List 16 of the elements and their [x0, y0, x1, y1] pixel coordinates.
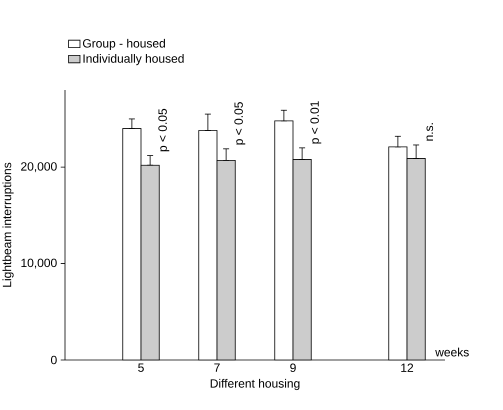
- x-tick-label: 12: [401, 364, 414, 372]
- y-tick-label: 20,000: [21, 162, 57, 172]
- x-axis-title: Different housing: [210, 378, 300, 390]
- x-tick-label: 9: [290, 364, 296, 372]
- annotation: weeks: [435, 348, 469, 356]
- y-tick-label: 10,000: [21, 258, 57, 269]
- y-tick-label: 0: [50, 356, 57, 364]
- y-axis-title: Lightbeam interruptions: [2, 162, 14, 287]
- legend-label: Individually housed: [83, 54, 184, 66]
- annotation: p < 0.05: [234, 102, 246, 145]
- annotation: p < 0.01: [310, 101, 322, 144]
- legend-label: Group - housed: [82, 38, 165, 50]
- x-tick-label: 7: [214, 364, 220, 372]
- annotation: p < 0.05: [158, 108, 170, 152]
- annotation: n.s.: [426, 123, 434, 141]
- x-tick-label: 5: [138, 364, 144, 372]
